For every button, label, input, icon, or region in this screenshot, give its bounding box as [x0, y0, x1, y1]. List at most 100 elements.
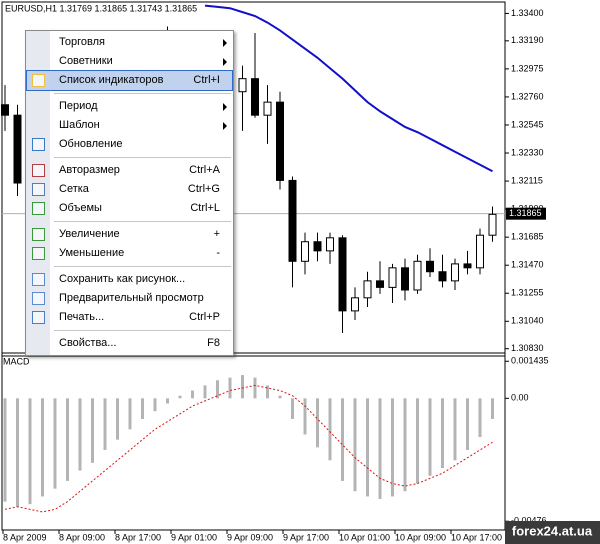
histogram-bar: [191, 390, 194, 399]
menu-item-label: Предварительный просмотр: [59, 292, 204, 304]
histogram-bar: [466, 398, 469, 450]
menu-item[interactable]: Список индикаторов Ctrl+I: [26, 70, 233, 91]
histogram-bar: [153, 398, 157, 412]
menu-item[interactable]: Торговля: [27, 33, 232, 52]
menu-item-label: Список индикаторов: [59, 74, 164, 86]
menu-item-label: Обновление: [59, 138, 123, 150]
menu-shortcut: Ctrl+G: [187, 183, 220, 195]
menu-item[interactable]: Советники: [27, 52, 232, 71]
menu-item[interactable]: Свойства... F8: [27, 334, 232, 353]
histogram-bar: [216, 380, 219, 399]
menu-item[interactable]: Предварительный просмотр: [27, 289, 232, 308]
histogram-bar: [16, 398, 19, 507]
x-tick-label: 9 Apr 09:00: [227, 532, 273, 542]
candle-body: [488, 213, 497, 236]
menu-item[interactable]: Печать... Ctrl+P: [27, 308, 232, 327]
menu-item[interactable]: Сохранить как рисунок...: [27, 270, 232, 289]
y-tick-label: 1.31470: [511, 260, 544, 270]
candle-body: [451, 263, 459, 282]
menu-icon: [32, 292, 45, 305]
histogram-bar: [241, 375, 244, 399]
menu-item[interactable]: Сетка Ctrl+G: [27, 180, 232, 199]
histogram-bar: [441, 398, 444, 469]
y-tick-label: 1.32330: [511, 147, 544, 157]
histogram-bar: [91, 398, 94, 463]
candle-body: [376, 280, 384, 288]
menu-item[interactable]: Уменьшение -: [27, 244, 232, 263]
menu-separator: [54, 93, 231, 94]
histogram-bar: [291, 398, 294, 419]
menu-icon: [32, 311, 45, 324]
candle-body: [426, 260, 434, 273]
candle-body: [238, 78, 247, 93]
histogram-bar: [141, 398, 144, 419]
menu-icon: [32, 74, 45, 87]
menu-item[interactable]: Шаблон: [27, 116, 232, 135]
menu-item-label: Авторазмер: [59, 164, 120, 176]
histogram-bar: [116, 398, 119, 440]
x-tick-label: 8 Apr 09:00: [59, 532, 105, 542]
histogram-bar: [353, 398, 357, 492]
candle-body: [13, 114, 22, 184]
x-tick-label: 10 Apr 17:00: [451, 532, 502, 542]
histogram-bar: [78, 398, 82, 471]
candle-body: [276, 101, 284, 181]
menu-item[interactable]: Обновление: [27, 135, 232, 154]
menu-icon: [32, 228, 45, 241]
current-price-box: [506, 207, 546, 220]
menu-item-label: Уменьшение: [59, 247, 125, 259]
candle-body: [1, 104, 9, 116]
histogram-bar: [391, 398, 394, 497]
y-tick-label: 1.32545: [511, 119, 544, 129]
x-tick-label: 9 Apr 01:00: [171, 532, 217, 542]
histogram-bar: [316, 398, 319, 448]
candle-body: [313, 241, 322, 252]
menu-shortcut: Ctrl+P: [189, 311, 220, 323]
menu-icon: [32, 247, 45, 260]
menu-separator: [54, 157, 231, 158]
y-tick-label: 1.31040: [511, 316, 544, 326]
menu-item[interactable]: Увеличение +: [27, 225, 232, 244]
x-tick-label: 8 Apr 17:00: [115, 532, 161, 542]
menu-separator: [54, 266, 231, 267]
menu-item[interactable]: Авторазмер Ctrl+A: [27, 161, 232, 180]
y-tick-label: 1.33400: [511, 8, 544, 18]
menu-shortcut: Ctrl+L: [190, 202, 220, 214]
symbol-info: EURUSD,H1 1.31769 1.31865 1.31743 1.3186…: [5, 3, 197, 13]
y-tick-label: 1.31255: [511, 288, 544, 298]
menu-shortcut: -: [216, 247, 220, 259]
histogram-bar: [491, 398, 494, 419]
menu-item-label: Объемы: [59, 202, 102, 214]
candle-body: [463, 263, 472, 269]
histogram-bar: [103, 398, 107, 450]
indicator-title: MACD: [3, 356, 30, 366]
histogram-bar: [278, 395, 282, 399]
y-tick-label: 1.32760: [511, 91, 544, 101]
x-tick-label: 10 Apr 09:00: [395, 532, 446, 542]
candle-body: [326, 237, 334, 252]
submenu-arrow: [223, 39, 227, 47]
y-tick-label: 0.00: [511, 393, 529, 403]
histogram-bar: [228, 377, 232, 399]
y-tick-label: 0.001435: [511, 356, 549, 366]
histogram-bar: [128, 398, 132, 430]
current-price-label: 1.31865: [509, 208, 542, 218]
context-menu: Торговля Советники Список индикаторов Ctrl+…: [25, 30, 234, 356]
candle-body: [476, 234, 484, 269]
histogram-bar: [203, 385, 207, 399]
histogram-bar: [41, 398, 44, 497]
y-tick-label: 1.33190: [511, 35, 544, 45]
menu-item-label: Сохранить как рисунок...: [59, 273, 186, 285]
menu-item[interactable]: Период: [27, 97, 232, 116]
menu-item[interactable]: Объемы Ctrl+L: [27, 199, 232, 218]
menu-shortcut: Ctrl+I: [193, 74, 220, 86]
histogram-bar: [66, 398, 69, 481]
submenu-arrow: [223, 103, 227, 111]
menu-separator: [54, 221, 231, 222]
histogram-bar: [303, 398, 307, 435]
histogram-bar: [53, 398, 57, 489]
candle-body: [388, 267, 397, 288]
menu-item-label: Печать...: [59, 311, 105, 323]
submenu-arrow: [223, 122, 227, 130]
